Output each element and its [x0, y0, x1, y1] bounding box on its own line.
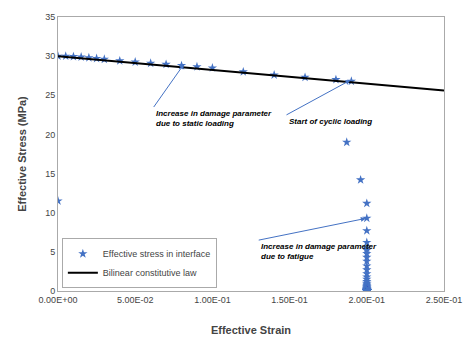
svg-text:10: 10 [45, 208, 55, 218]
svg-text:35: 35 [45, 12, 55, 22]
svg-text:Increase in damage parameterdu: Increase in damage parameterdue to stati… [156, 109, 272, 128]
svg-text:Effective Strain: Effective Strain [211, 324, 291, 336]
svg-text:0.00E+00: 0.00E+00 [39, 295, 78, 305]
svg-text:Effective stress in interface: Effective stress in interface [103, 249, 210, 259]
svg-text:5.00E-02: 5.00E-02 [117, 295, 154, 305]
svg-text:Effective Stress (MPa): Effective Stress (MPa) [16, 96, 28, 212]
svg-text:1.00E-01: 1.00E-01 [194, 295, 231, 305]
svg-text:Start of cyclic loading: Start of cyclic loading [289, 117, 372, 126]
svg-text:25: 25 [45, 90, 55, 100]
svg-text:0: 0 [50, 286, 55, 296]
svg-text:30: 30 [45, 51, 55, 61]
svg-text:15: 15 [45, 169, 55, 179]
svg-text:Increase in damage parameterdu: Increase in damage parameterdue to fatig… [261, 242, 377, 261]
svg-text:Bilinear constitutive law: Bilinear constitutive law [103, 268, 197, 278]
svg-text:20: 20 [45, 130, 55, 140]
svg-text:2.00E-01: 2.00E-01 [349, 295, 386, 305]
svg-text:1.50E-01: 1.50E-01 [271, 295, 308, 305]
svg-text:2.50E-01: 2.50E-01 [426, 295, 463, 305]
svg-text:5: 5 [50, 247, 55, 257]
